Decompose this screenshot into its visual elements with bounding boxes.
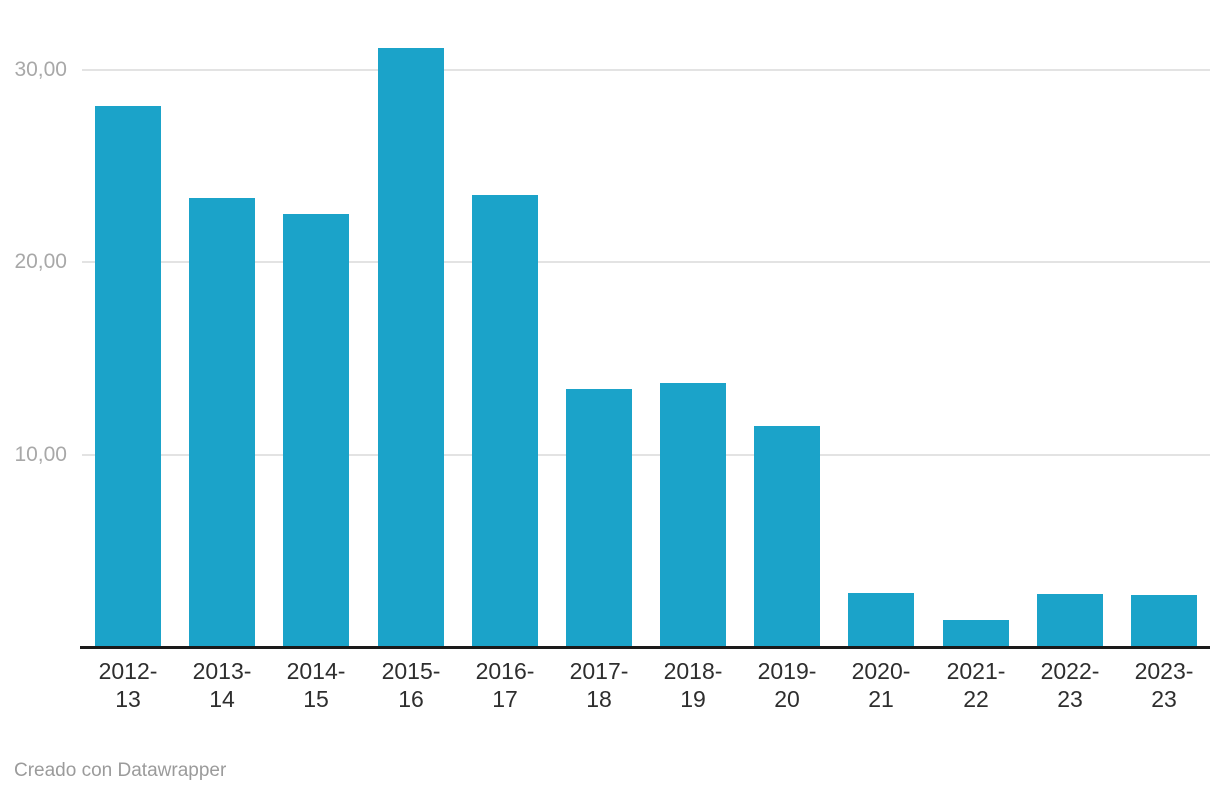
x-tick-line2: 23	[1057, 686, 1083, 712]
x-tick-line2: 14	[209, 686, 235, 712]
x-tick-line1: 2012-	[98, 658, 158, 684]
bar-2013-14[interactable]	[189, 198, 255, 647]
bar-2018-19[interactable]	[660, 383, 726, 647]
x-tick-line2: 15	[303, 686, 329, 712]
x-tick-line1: 2016-	[475, 658, 535, 684]
bar-2012-13[interactable]	[95, 106, 161, 647]
x-tick-line2: 19	[680, 686, 706, 712]
y-axis-tick-20: 20,00	[14, 250, 67, 273]
datawrapper-credit-link[interactable]: Creado con Datawrapper	[14, 760, 227, 781]
x-axis-tick-2013-14: 2013- 14	[175, 657, 269, 713]
y-axis-tick-30: 30,00	[14, 57, 67, 81]
x-axis-tick-2015-16: 2015- 16	[364, 657, 458, 713]
x-tick-line2: 17	[492, 686, 518, 712]
x-axis-line	[80, 646, 1210, 649]
x-tick-line1: 2014-	[286, 658, 346, 684]
x-tick-line2: 20	[774, 686, 800, 712]
bar-2015-16[interactable]	[378, 48, 444, 647]
x-tick-line1: 2023-	[1134, 658, 1194, 684]
x-tick-line2: 21	[868, 686, 894, 712]
bar-2023-23[interactable]	[1131, 595, 1197, 647]
x-tick-line1: 2021-	[946, 658, 1006, 684]
x-tick-line1: 2015-	[381, 658, 441, 684]
x-axis-tick-2020-21: 2020- 21	[834, 657, 928, 713]
x-axis-tick-2014-15: 2014- 15	[269, 657, 363, 713]
y-axis-tick-10: 10,00	[14, 442, 67, 466]
bar-2019-20[interactable]	[754, 426, 820, 647]
x-tick-line1: 2020-	[851, 658, 911, 684]
gridline-10	[82, 453, 1210, 456]
x-tick-line1: 2017-	[569, 658, 629, 684]
x-axis-tick-2017-18: 2017- 18	[552, 657, 646, 713]
x-tick-line2: 16	[398, 686, 424, 712]
x-axis-tick-2016-17: 2016- 17	[458, 657, 552, 713]
bar-2016-17[interactable]	[472, 195, 538, 647]
bar-2022-23[interactable]	[1037, 594, 1103, 647]
x-axis-tick-2012-13: 2012- 13	[81, 657, 175, 713]
bar-2014-15[interactable]	[283, 214, 349, 647]
x-axis-tick-2019-20: 2019- 20	[740, 657, 834, 713]
x-tick-line1: 2019-	[757, 658, 817, 684]
gridline-30	[82, 68, 1210, 71]
x-tick-line1: 2013-	[192, 658, 252, 684]
bar-2017-18[interactable]	[566, 389, 632, 647]
x-axis-tick-2018-19: 2018- 19	[646, 657, 740, 713]
bar-2020-21[interactable]	[848, 593, 914, 647]
x-tick-line2: 22	[963, 686, 989, 712]
x-tick-line1: 2022-	[1040, 658, 1100, 684]
gridline-20	[82, 261, 1210, 263]
x-tick-line1: 2018-	[663, 658, 723, 684]
x-tick-line2: 18	[586, 686, 612, 712]
bar-2021-22[interactable]	[943, 620, 1009, 647]
x-tick-line2: 13	[115, 686, 141, 712]
x-axis-tick-2021-22: 2021- 22	[929, 657, 1023, 713]
x-axis-tick-2022-23: 2022- 23	[1023, 657, 1117, 713]
x-axis-tick-2023-23: 2023- 23	[1117, 657, 1211, 713]
x-tick-line2: 23	[1151, 686, 1177, 712]
